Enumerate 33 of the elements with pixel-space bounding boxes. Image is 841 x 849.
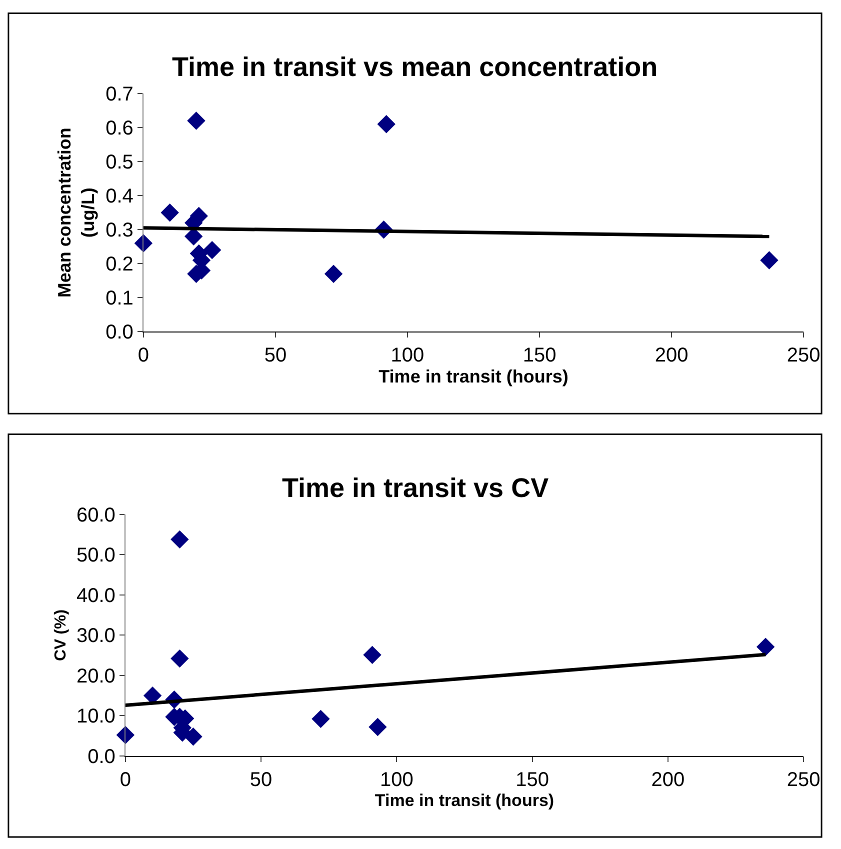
y-tick-label: 0.3 — [106, 220, 134, 242]
y-tick-label: 0.6 — [106, 118, 134, 140]
x-tick-label: 50 — [264, 344, 287, 367]
x-tick-label: 0 — [138, 344, 149, 367]
x-tick-label: 100 — [390, 344, 424, 367]
y-axis-title: CV (%) — [52, 609, 70, 661]
y-tick-label: 40.0 — [76, 584, 116, 607]
y-tick-label: 0.4 — [106, 186, 134, 208]
y-tick-label: 50.0 — [76, 544, 116, 567]
x-tick-label: 200 — [651, 768, 685, 791]
x-tick-label: 100 — [380, 768, 414, 791]
x-tick-label: 150 — [522, 344, 556, 367]
x-tick-label: 200 — [654, 344, 688, 367]
y-tick-label: 0.2 — [106, 254, 134, 276]
chart-title: Time in transit vs mean concentration — [172, 52, 658, 82]
y-tick-label: 60.0 — [76, 504, 116, 526]
y-tick-label: 0.1 — [106, 288, 134, 310]
x-tick-label: 150 — [516, 768, 549, 791]
y-tick-label: 0.5 — [106, 152, 134, 174]
y-axis-title: Mean concentration (ug/L) — [54, 128, 98, 298]
x-tick-label: 50 — [250, 768, 272, 791]
y-tick-label: 0.0 — [106, 322, 134, 344]
y-tick-label: 0.0 — [88, 746, 116, 768]
x-axis-title: Time in transit (hours) — [378, 366, 568, 387]
y-tick-label: 20.0 — [76, 665, 116, 688]
y-tick-label: 10.0 — [76, 706, 116, 728]
x-axis-title: Time in transit (hours) — [374, 790, 554, 810]
y-tick-label: 30.0 — [76, 625, 116, 648]
x-tick-label: 0 — [120, 768, 131, 791]
chart-title: Time in transit vs CV — [282, 473, 549, 503]
y-tick-label: 0.7 — [106, 84, 134, 106]
x-tick-label: 250 — [786, 768, 820, 791]
x-tick-label: 250 — [786, 344, 820, 367]
